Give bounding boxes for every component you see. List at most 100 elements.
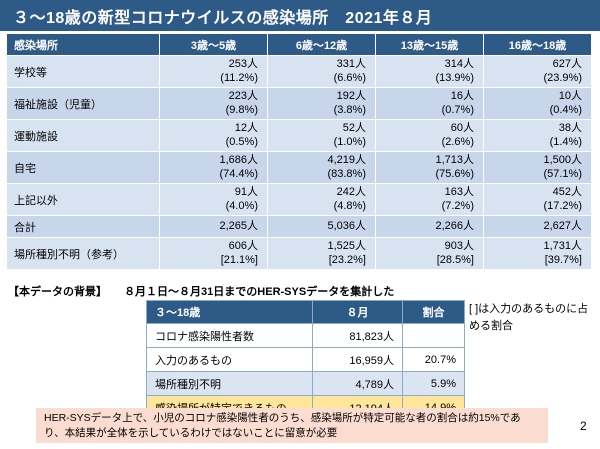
- infection-location-table: 感染場所 3歳～5歳 6歳～12歳 13歳～15歳 16歳～18歳 学校等 25…: [6, 33, 592, 270]
- cell-rate: (0.5%): [225, 135, 258, 148]
- header-place: 感染場所: [7, 34, 159, 55]
- row-label: 学校等: [7, 56, 159, 87]
- cell-count: 1,686人: [219, 153, 258, 166]
- cell: 16人 (0.7%): [376, 88, 483, 119]
- cell-count: 16人: [450, 89, 474, 102]
- cell: 627人 (23.9%): [484, 56, 591, 87]
- cell-value: 4,789人: [312, 371, 403, 396]
- table-row-welfare: 福祉施設（児童） 223人 (9.8%) 192人 (3.8%) 16人 (0.7%)…: [7, 88, 591, 119]
- cell-rate: (0.7%): [441, 103, 474, 116]
- cell: 253人 (11.2%): [160, 56, 267, 87]
- summary-row-entered: 入力のあるもの 16,959人 20.7%: [146, 347, 465, 372]
- cell-count: 452人: [552, 185, 582, 198]
- cell: 1,713人 (75.6%): [376, 152, 483, 183]
- cell-count: 4,219人: [327, 153, 366, 166]
- cell: 2,265人: [160, 216, 267, 237]
- cell-rate: (57.1%): [543, 167, 582, 180]
- cell-count: 10人: [558, 89, 582, 102]
- cell-count: 242人: [336, 185, 366, 198]
- summary-row-unknown: 場所種別不明 4,789人 5.9%: [146, 371, 465, 396]
- header-age-13-15: 13歳～15歳: [376, 34, 483, 55]
- table-row-sports: 運動施設 12人 (0.5%) 52人 (1.0%) 60人 (2.6%) 38人 (1…: [7, 120, 591, 151]
- row-label: 運動施設: [7, 120, 159, 151]
- cell-rate: (4.8%): [333, 199, 366, 212]
- table-row-school: 学校等 253人 (11.2%) 331人 (6.6%) 314人 (13.9%) 6…: [7, 56, 591, 87]
- table-header-row: 感染場所 3歳～5歳 6歳～12歳 13歳～15歳 16歳～18歳: [7, 34, 591, 55]
- cell: 903人 [28.5%]: [376, 238, 483, 269]
- cell-count: 223人: [228, 89, 258, 102]
- cell: 314人 (13.9%): [376, 56, 483, 87]
- row-label: 上記以外: [7, 184, 159, 215]
- cell: 223人 (9.8%): [160, 88, 267, 119]
- cell-count: 12人: [234, 121, 258, 134]
- cell-rate: (7.2%): [441, 199, 474, 212]
- cell-count: 627人: [552, 57, 582, 70]
- cell-rate: [28.5%]: [436, 253, 474, 266]
- summary-header-row: ３～18歳 ８月 割合: [146, 300, 465, 324]
- cell-count: 331人: [336, 57, 366, 70]
- cell: 2,627人: [484, 216, 591, 237]
- row-label: 場所種別不明: [146, 371, 313, 396]
- cell-ratio: 5.9%: [402, 371, 465, 396]
- row-label: 場所種別不明（参考）: [7, 238, 159, 269]
- cell-count: 1,713人: [435, 153, 474, 166]
- cell: 5,036人: [268, 216, 375, 237]
- cell-rate: (1.4%): [549, 135, 582, 148]
- title-bar: ３～18歳の新型コロナウイルスの感染場所 2021年８月: [0, 0, 600, 31]
- table-row-unknown: 場所種別不明（参考） 606人 [21.1%] 1,525人 [23.2%] 903…: [7, 238, 591, 269]
- table-row-total: 合計 2,265人 5,036人 2,266人 2,627人: [7, 216, 591, 237]
- bracket-explanation-note: [ ]は入力のあるものに占める割合: [469, 303, 589, 332]
- cell: 52人 (1.0%): [268, 120, 375, 151]
- table-row-other: 上記以外 91人 (4.0%) 242人 (4.8%) 163人 (7.2%) 452…: [7, 184, 591, 215]
- cell: 452人 (17.2%): [484, 184, 591, 215]
- cell-rate: (2.6%): [441, 135, 474, 148]
- cell-count: 314人: [444, 57, 474, 70]
- cell-count: 903人: [444, 239, 474, 252]
- cell-rate: [23.2%]: [328, 253, 366, 266]
- cell-count: 192人: [336, 89, 366, 102]
- cell: 606人 [21.1%]: [160, 238, 267, 269]
- header-age-3-5: 3歳～5歳: [160, 34, 267, 55]
- table-row-home: 自宅 1,686人 (74.4%) 4,219人 (83.8%) 1,713人 (75…: [7, 152, 591, 183]
- cell: 10人 (0.4%): [484, 88, 591, 119]
- row-label: コロナ感染陽性者数: [146, 323, 313, 348]
- cell-rate: (23.9%): [543, 71, 582, 84]
- cell-value: 16,959人: [312, 347, 403, 372]
- cell-ratio: [402, 323, 465, 348]
- cell: 163人 (7.2%): [376, 184, 483, 215]
- cell: 1,500人 (57.1%): [484, 152, 591, 183]
- page-title: ３～18歳の新型コロナウイルスの感染場所 2021年８月: [13, 9, 433, 27]
- cell-rate: (74.4%): [219, 167, 258, 180]
- summary-header-month: ８月: [312, 300, 403, 324]
- cell-count: 2,265人: [219, 219, 258, 232]
- cell: 60人 (2.6%): [376, 120, 483, 151]
- caution-note: HER-SYSデータ上で、小児のコロナ感染陽性者のうち、感染場所が特定可能な者の…: [36, 408, 548, 444]
- cell-count: 1,525人: [327, 239, 366, 252]
- cell: 4,219人 (83.8%): [268, 152, 375, 183]
- cell-count: 2,266人: [435, 219, 474, 232]
- header-age-16-18: 16歳～18歳: [484, 34, 591, 55]
- cell: 1,686人 (74.4%): [160, 152, 267, 183]
- cell-count: 2,627人: [543, 219, 582, 232]
- cell: 331人 (6.6%): [268, 56, 375, 87]
- background-note-label: 【本データの背景】: [8, 286, 107, 298]
- summary-header-ratio: 割合: [402, 300, 465, 324]
- cell-count: 60人: [450, 121, 474, 134]
- cell-count: 52人: [342, 121, 366, 134]
- cell-count: 38人: [558, 121, 582, 134]
- header-age-6-12: 6歳～12歳: [268, 34, 375, 55]
- cell-count: 91人: [234, 185, 258, 198]
- cell-rate: (75.6%): [435, 167, 474, 180]
- cell: 38人 (1.4%): [484, 120, 591, 151]
- cell-count: 606人: [228, 239, 258, 252]
- her-sys-summary-table: ３～18歳 ８月 割合 コロナ感染陽性者数 81,823人 入力のあるもの 16…: [146, 300, 465, 420]
- summary-header-age: ３～18歳: [146, 300, 313, 324]
- cell-rate: (3.8%): [333, 103, 366, 116]
- cell-rate: (13.9%): [435, 71, 474, 84]
- cell-count: 1,500人: [543, 153, 582, 166]
- row-label: 自宅: [7, 152, 159, 183]
- page-number: 2: [580, 419, 587, 433]
- cell-ratio: 20.7%: [402, 347, 465, 372]
- row-label: 合計: [7, 216, 159, 237]
- cell-rate: (11.2%): [220, 71, 258, 84]
